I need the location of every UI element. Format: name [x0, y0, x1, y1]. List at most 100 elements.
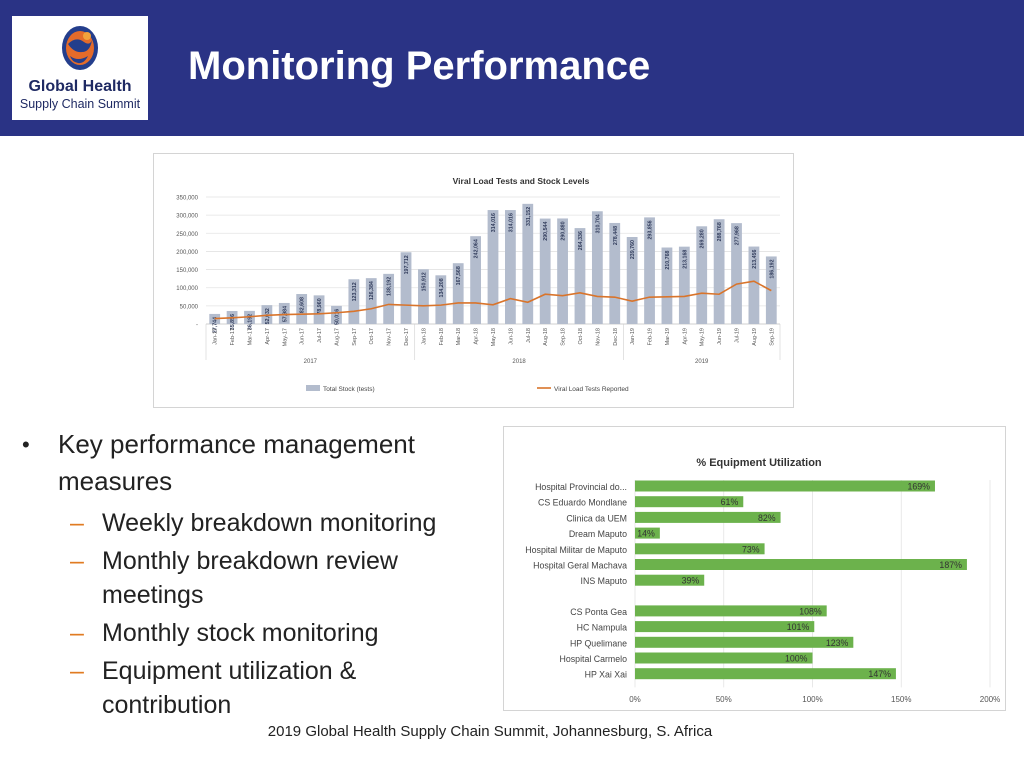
x-tick-label: Jan-17	[213, 328, 219, 345]
sub-bullet-item: – Equipment utilization & contribution	[22, 654, 482, 722]
category-label: CS Ponta Gea	[570, 607, 627, 617]
y-tick-label: -	[196, 323, 198, 329]
stock-bar-label: 242,064	[474, 239, 480, 258]
stock-bar	[313, 295, 325, 324]
stock-bar-label: 186,192	[769, 259, 775, 278]
x-tick-label: Apr-19	[682, 328, 688, 345]
legend-label-stock: Total Stock (tests)	[323, 386, 375, 393]
category-label: CS Eduardo Mondlane	[538, 498, 627, 508]
stock-bar	[591, 211, 603, 324]
stock-bar	[557, 218, 568, 324]
stock-bar	[487, 210, 499, 324]
y-tick-label: 300,000	[176, 214, 198, 220]
utilization-bar-label: 73%	[742, 544, 760, 554]
slide-title: Monitoring Performance	[188, 44, 651, 88]
stock-bar-label: 278,448	[613, 226, 619, 245]
stock-bar-label: 126,384	[369, 281, 375, 300]
stock-bar-label: 123,312	[352, 282, 358, 301]
stock-bar	[661, 247, 673, 324]
stock-bar-label: 293,856	[648, 220, 654, 239]
bullet-dot-icon: •	[22, 432, 30, 457]
stock-bar	[539, 218, 551, 324]
category-label: HP Quelimane	[570, 638, 627, 648]
utilization-bar-label: 123%	[826, 638, 849, 648]
category-label: Hospital Geral Machava	[533, 561, 627, 571]
stock-bar	[609, 222, 621, 324]
stock-bar	[626, 237, 638, 324]
x-tick-label: Feb-18	[439, 328, 445, 345]
x-tick-label: 0%	[629, 695, 641, 704]
x-tick-label: Jan-18	[421, 328, 427, 345]
x-tick-label: Dec-18	[613, 328, 619, 346]
stock-bar-label: 290,880	[561, 221, 567, 240]
x-tick-label: 50%	[716, 695, 732, 704]
sub-bullet-text: Monthly stock monitoring	[102, 619, 379, 647]
stock-bar	[400, 252, 412, 324]
stock-bar	[678, 246, 690, 324]
stock-bar-label: 134,208	[439, 278, 445, 297]
equipment-utilization-chart-svg: % Equipment Utilization 0% 50% 100% 150% 200%…	[525, 457, 1000, 704]
x-tick-label: Jul-19	[735, 328, 741, 343]
utilization-bar-label: 14%	[637, 529, 655, 539]
x-tick-label: Feb-17	[230, 328, 236, 345]
utilization-bar	[635, 636, 854, 648]
utilization-bar-label: 169%	[907, 482, 930, 492]
x-tick-label: Apr-18	[474, 328, 480, 345]
stock-bar-label: 52,032	[265, 308, 271, 324]
x-tick-label: Mar-17	[247, 328, 253, 345]
sub-bullet-item: – Monthly stock monitoring	[22, 616, 482, 650]
stock-bar	[383, 273, 395, 324]
x-tick-label: Apr-17	[265, 328, 271, 345]
utilization-bar	[635, 668, 896, 680]
stock-bar	[365, 278, 377, 324]
bullet-list: • Key performance management measures – …	[22, 426, 482, 722]
x-tick-label: Aug-19	[752, 328, 758, 346]
utilization-bar	[635, 574, 705, 586]
stock-bar-label: 331,152	[526, 207, 532, 226]
utilization-bar	[635, 605, 827, 617]
x-tick-label: Oct-17	[369, 328, 375, 345]
stock-bar-label: 310,704	[595, 214, 601, 233]
year-label: 2018	[512, 359, 526, 365]
y-tick-label: 50,000	[180, 304, 199, 310]
x-tick-label: Sep-17	[352, 328, 358, 346]
y-tick-label: 350,000	[176, 196, 198, 202]
x-tick-label: Jun-17	[300, 328, 306, 345]
sub-bullet-text: Equipment utilization & contribution	[102, 657, 357, 719]
category-label: HC Nampula	[577, 623, 627, 633]
x-tick-label: 100%	[802, 695, 822, 704]
utilization-bar-label: 101%	[787, 622, 810, 632]
y-tick-label: 250,000	[176, 232, 198, 238]
stock-bar-label: 210,768	[665, 250, 671, 269]
summit-logo: Global Health Supply Chain Summit	[12, 16, 148, 120]
utilization-bar	[635, 527, 660, 539]
stock-bar-label: 277,968	[735, 226, 741, 245]
viral-load-chart-svg: Viral Load Tests and Stock Levels - 50,000…	[176, 176, 781, 393]
stock-bar	[696, 226, 708, 324]
stock-bar	[278, 302, 290, 324]
bullet-main-text: Key performance management measures	[58, 429, 415, 496]
legend-label-viral: Viral Load Tests Reported	[554, 386, 629, 393]
x-tick-label: Oct-18	[578, 328, 584, 345]
stock-bar-label: 150,912	[421, 272, 427, 291]
dash-icon: –	[70, 619, 84, 647]
utilization-bar-label: 187%	[939, 560, 962, 570]
stock-bar-label: 288,768	[717, 222, 723, 241]
stock-bar-label: 167,568	[456, 266, 462, 285]
sub-bullet-item: – Monthly breakdown review meetings	[22, 544, 482, 612]
utilization-bar	[635, 621, 815, 633]
stock-bar-label: 314,016	[491, 213, 497, 232]
x-tick-label: May-19	[700, 328, 706, 346]
category-label: HP Xai Xai	[585, 670, 627, 680]
sub-bullet-text: Monthly breakdown review meetings	[102, 547, 398, 609]
stock-bar	[331, 305, 342, 324]
stock-bar	[435, 275, 447, 324]
x-tick-label: Sep-18	[561, 328, 567, 346]
utilization-bar	[635, 559, 967, 570]
x-tick-label: Aug-18	[543, 328, 549, 346]
x-tick-label: May-18	[491, 328, 497, 346]
stock-bar-label: 290,544	[543, 222, 549, 241]
utilization-bar-label: 61%	[721, 497, 739, 507]
stock-bar-label: 213,168	[682, 250, 688, 269]
viral-load-chart: Viral Load Tests and Stock Levels - 50,000…	[153, 153, 794, 408]
